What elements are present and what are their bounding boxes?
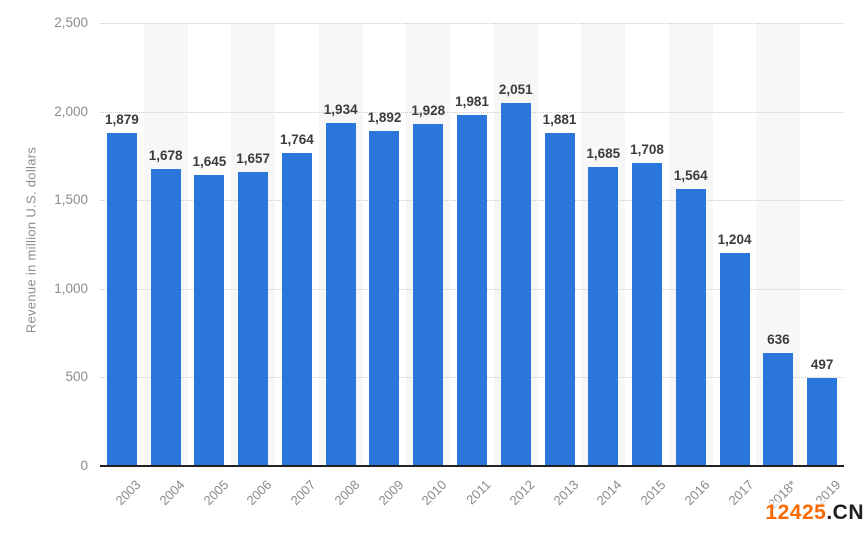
x-axis-tick-label: 2009 <box>375 477 407 509</box>
bar <box>194 174 225 466</box>
bar <box>150 168 181 466</box>
x-axis-tick-label: 2006 <box>243 477 275 509</box>
bar-value-label: 636 <box>767 332 790 348</box>
bar <box>369 130 400 466</box>
bar <box>675 188 706 466</box>
bar-value-label: 1,928 <box>411 103 446 119</box>
bar-value-label: 1,981 <box>455 93 489 109</box>
bar-value-label: 1,881 <box>542 111 577 127</box>
bar <box>500 102 531 466</box>
bar-value-label: 1,645 <box>192 153 227 169</box>
watermark-secondary-text: .CN <box>826 501 864 524</box>
x-axis-tick-label: 2016 <box>681 477 713 509</box>
plot-area: 1,879 1,678 1,645 1,657 1,764 1,934 1,892 1,928… <box>100 23 844 466</box>
x-axis-tick-label: 2004 <box>156 477 188 509</box>
bar <box>632 163 663 466</box>
bar <box>763 353 794 466</box>
y-axis-tick-label: 1,000 <box>54 280 88 296</box>
bar-value-label: 1,204 <box>717 231 752 247</box>
x-axis-tick-label: 2008 <box>331 477 363 509</box>
bar-value-label: 1,564 <box>673 167 708 183</box>
bar-value-label: 497 <box>810 356 834 372</box>
y-axis-title: Revenue in million U.S. dollars <box>23 146 39 334</box>
x-axis-tick-label: 2014 <box>593 477 625 509</box>
bar <box>588 167 619 466</box>
bar <box>719 252 750 466</box>
x-axis-tick-label: 2017 <box>725 477 757 509</box>
bar-value-label: 1,708 <box>630 142 664 158</box>
watermark-primary-text: 12425 <box>765 501 827 524</box>
bar-value-label: 1,892 <box>367 109 402 125</box>
y-axis-tick-label: 500 <box>65 369 88 385</box>
x-axis-tick-label: 2010 <box>418 477 450 509</box>
bar-value-label: 1,764 <box>280 132 314 148</box>
bar-value-label: 1,879 <box>104 112 139 128</box>
bar <box>807 377 838 466</box>
y-axis-tick-label: 2,500 <box>54 15 88 30</box>
gridline <box>100 111 844 113</box>
gridline <box>100 23 844 24</box>
bar-value-label: 2,051 <box>498 81 533 97</box>
x-axis-line <box>100 465 844 467</box>
x-axis-tick-label: 2012 <box>506 477 538 509</box>
bar <box>325 123 356 466</box>
y-axis-tick-label: 0 <box>80 458 88 473</box>
x-axis-tick-label: 2015 <box>637 477 669 509</box>
bar <box>281 153 312 466</box>
bar-value-label: 1,685 <box>586 146 621 162</box>
bar <box>457 114 487 466</box>
bar <box>106 133 137 466</box>
bar <box>544 132 575 466</box>
y-axis-tick-label: 1,500 <box>54 192 88 208</box>
x-axis-tick-label: 2005 <box>199 477 232 509</box>
bar-value-label: 1,678 <box>148 147 183 163</box>
x-axis-tick-label: 2013 <box>550 477 582 509</box>
bar <box>413 124 444 466</box>
bar-value-label: 1,657 <box>236 151 271 167</box>
bar <box>238 172 269 466</box>
bar-value-label: 1,934 <box>323 102 358 118</box>
x-axis-tick-label: 2007 <box>287 477 319 509</box>
watermark: 12425.CN <box>763 501 864 525</box>
x-axis-tick-label: 2011 <box>463 477 494 508</box>
y-axis-tick-label: 2,000 <box>54 103 88 119</box>
x-axis-tick-label: 2003 <box>112 477 144 509</box>
